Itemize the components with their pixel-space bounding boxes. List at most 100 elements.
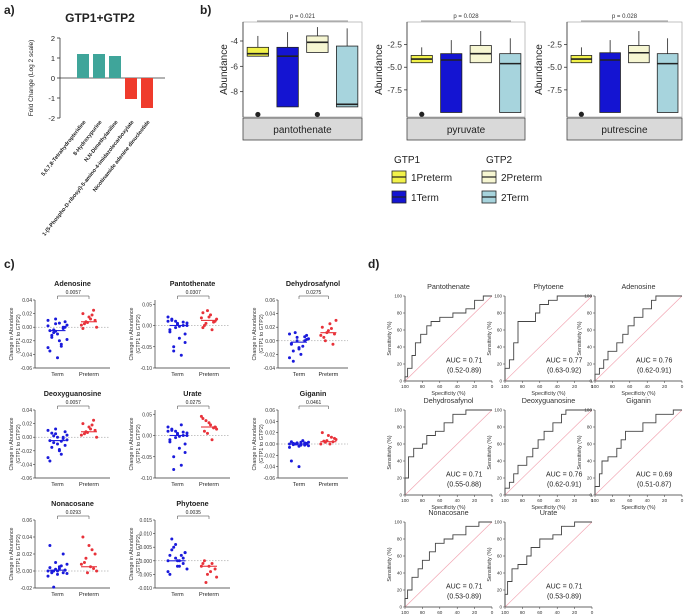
roc-curve-d: [504, 521, 592, 607]
y-axis-label-c: Change in Abundance: [129, 307, 135, 360]
point-preterm-c: [213, 567, 217, 571]
x-tick-label-d: 20: [472, 384, 478, 389]
x-tick-label-d: 80: [420, 384, 426, 389]
point-preterm-c: [205, 309, 209, 313]
y-axis-label-c: Change in Abundance: [252, 417, 258, 470]
p-value-b: p = 0.021: [290, 14, 316, 20]
point-term-c: [172, 349, 176, 353]
y-tick-label-d: 20: [587, 362, 593, 367]
point-term-c: [295, 339, 299, 343]
point-term-c: [50, 571, 54, 575]
y-tick-label-d: 100: [494, 408, 502, 413]
point-term-c: [56, 356, 59, 360]
point-term-c: [295, 335, 299, 339]
scatter-title-c: Phytoene: [176, 499, 208, 508]
x-tick-label-c: Preterm: [79, 482, 99, 488]
point-preterm-c: [90, 423, 94, 427]
x-tick-label-d: 60: [537, 384, 543, 389]
y-tick-label-d: 80: [397, 311, 403, 316]
point-term-c: [183, 442, 187, 446]
y-tick-label-c: 0.04: [265, 312, 275, 318]
y-axis-label-c-2: (GTP1 to GTP2): [136, 314, 142, 353]
point-term-c: [177, 336, 181, 340]
point-term-c: [166, 425, 170, 429]
x-tick-label-d: 0: [591, 384, 594, 389]
point-preterm-c: [93, 318, 97, 322]
x-tick-label-d: 60: [537, 610, 543, 615]
y-tick-label-d: 60: [497, 554, 503, 559]
point-term-c: [170, 318, 174, 322]
point-term-c: [59, 452, 63, 456]
point-preterm-c: [204, 321, 208, 325]
y-tick-label-d: 80: [497, 425, 503, 430]
y-tick-label-d: 100: [394, 294, 402, 299]
point-term-c: [172, 545, 176, 549]
y-axis-label-c: Change in Abundance: [9, 417, 15, 470]
outlier-b: [255, 111, 261, 118]
y-tick-label-c: -0.02: [264, 453, 276, 459]
roc-title-d: Adenosine: [622, 282, 656, 291]
point-preterm-c: [320, 431, 324, 435]
panel-label-d: d): [368, 257, 379, 271]
x-axis-label-d: Specificity (%): [621, 391, 655, 397]
point-term-c: [166, 319, 170, 323]
y-tick-label-d: 60: [397, 328, 403, 333]
point-term-c: [166, 559, 170, 563]
point-term-c: [303, 335, 307, 339]
point-term-c: [46, 428, 50, 432]
diagonal-d: [504, 295, 593, 382]
y-tick-label-d: 100: [584, 294, 592, 299]
facet-label-b: putrescine: [601, 125, 648, 136]
y-tick-label-a: 1: [51, 54, 55, 63]
auc-ci-d: (0.55-0.88): [447, 482, 481, 489]
p-value-c: 0.0057: [66, 400, 82, 406]
x-tick-label-d: 100: [591, 384, 599, 389]
point-term-c: [179, 353, 183, 357]
point-term-c: [166, 429, 170, 433]
point-preterm-c: [92, 418, 96, 422]
p-value-c: 0.0461: [306, 400, 322, 406]
point-preterm-c: [204, 419, 208, 423]
y-tick-label-c: -0.04: [264, 366, 276, 372]
point-preterm-c: [210, 562, 214, 566]
point-term-c: [297, 465, 301, 469]
point-term-c: [54, 432, 58, 436]
y-tick-label-d: 20: [497, 476, 503, 481]
box-b: [499, 53, 522, 113]
y-tick-label-d: 80: [497, 311, 503, 316]
point-term-c: [65, 572, 69, 576]
point-preterm-c: [199, 316, 203, 320]
point-preterm-c: [85, 571, 89, 575]
legend-title-gtp1: GTP1: [394, 155, 421, 166]
y-tick-label-d: 0: [589, 379, 592, 384]
point-preterm-c: [92, 566, 96, 570]
y-tick-label-c: 0.02: [265, 431, 275, 437]
point-term-c: [57, 565, 61, 569]
point-term-c: [46, 318, 50, 322]
y-axis-label-d: Sensitivity (%): [387, 547, 393, 581]
y-tick-label-d: 0: [499, 379, 502, 384]
point-preterm-c: [328, 322, 332, 326]
point-term-c: [168, 440, 172, 444]
point-term-c: [168, 572, 172, 576]
facet-strip-b: [566, 117, 683, 141]
roc-title-d: Deoxyguanosine: [522, 396, 576, 405]
point-preterm-c: [334, 437, 338, 441]
box-b: [656, 53, 679, 113]
y-axis-label-d: Sensitivity (%): [487, 435, 493, 469]
point-preterm-c: [202, 324, 206, 327]
y-tick-label-b: -6: [230, 61, 238, 71]
y-tick-label-c: 0.015: [139, 518, 152, 524]
x-tick-label-d: 20: [572, 498, 578, 503]
x-tick-label-d: 60: [627, 498, 633, 503]
y-axis-label-c-2: (GTP1 to GTP2): [259, 314, 265, 353]
point-preterm-c: [81, 535, 85, 539]
category-label-a: 8-Hydroxypurine: [72, 120, 103, 157]
point-preterm-c: [81, 422, 85, 426]
box-b: [599, 52, 621, 113]
point-term-c: [52, 441, 56, 445]
y-tick-label-b: -7.5: [387, 85, 402, 95]
auc-ci-d: (0.62-0.91): [637, 368, 671, 375]
y-tick-label-d: 0: [399, 379, 402, 384]
x-tick-label-d: 40: [555, 498, 561, 503]
